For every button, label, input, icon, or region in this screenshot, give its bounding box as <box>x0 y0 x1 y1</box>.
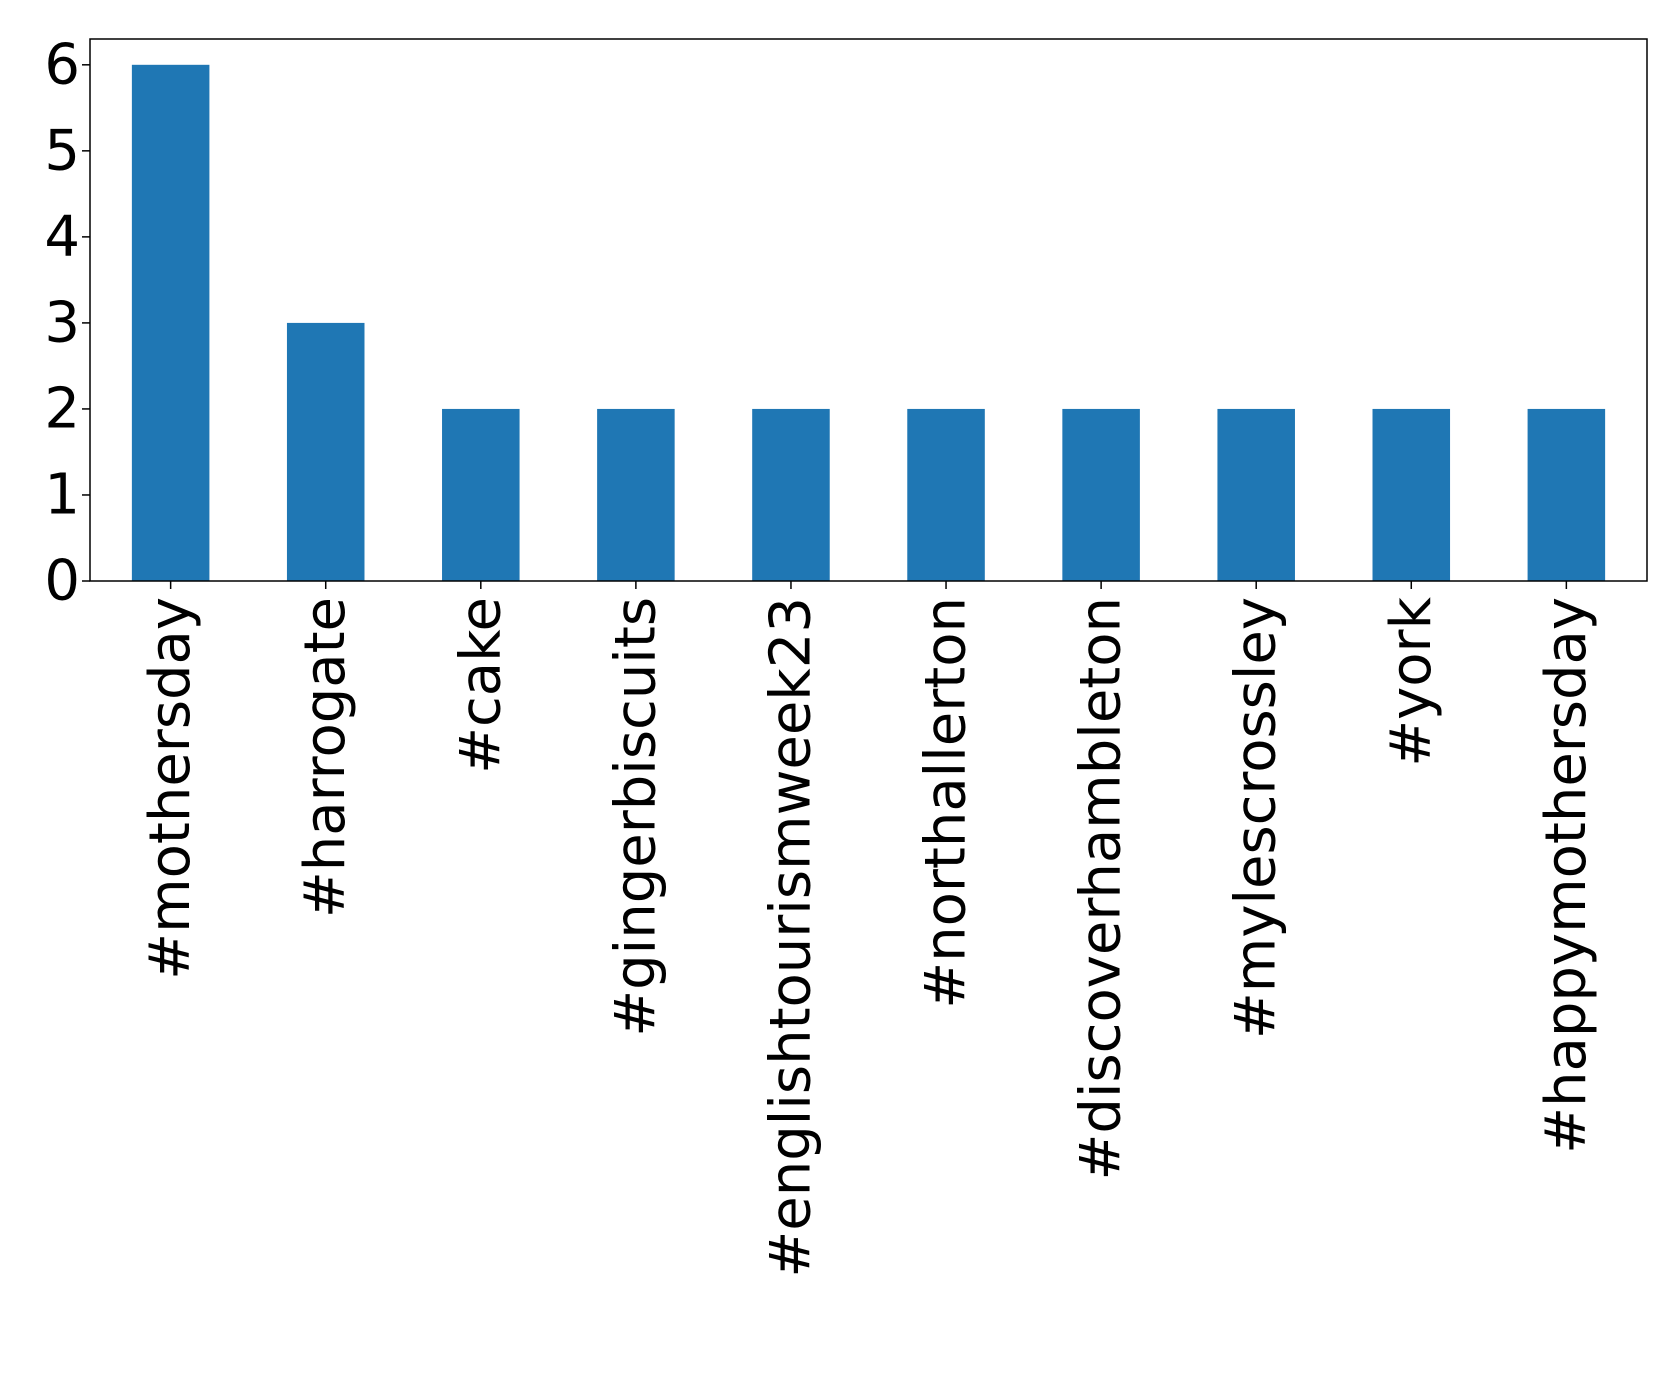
bar-mothersday <box>131 64 210 582</box>
x-tick-label: #mothersday <box>138 597 203 980</box>
y-tick-label: 1 <box>44 462 80 527</box>
x-tick-label: #york <box>1379 596 1444 766</box>
x-tick-label: #northallerton <box>914 597 979 1009</box>
x-tick-label: #englishtourismweek23 <box>758 597 823 1278</box>
y-tick-label: 2 <box>44 376 80 441</box>
bar-cake <box>442 408 520 581</box>
y-tick-label: 5 <box>44 118 80 183</box>
y-axis: 0 1 2 3 4 5 6 <box>44 32 90 614</box>
bar-harrogate <box>286 322 365 581</box>
bars-group <box>131 64 1606 582</box>
bar-discoverhambleton <box>1062 408 1140 581</box>
bar-northallerton <box>907 408 985 581</box>
bar-gingerbiscuits <box>597 408 675 581</box>
x-tick-label: #gingerbiscuits <box>603 597 668 1037</box>
bar-englishtourismweek23 <box>752 408 830 581</box>
x-tick-label: #happymothersday <box>1534 597 1599 1154</box>
y-tick-label: 4 <box>44 204 80 269</box>
y-tick-label: 3 <box>44 290 80 355</box>
x-axis: #mothersday #harrogate #cake #gingerbiscuit… <box>138 581 1599 1278</box>
x-tick-label: #mylescrossley <box>1224 597 1289 1039</box>
plot-frame <box>89 38 1648 582</box>
x-tick-label: #harrogate <box>293 597 358 918</box>
y-tick-label: 6 <box>44 32 80 97</box>
x-tick-label: #discoverhambleton <box>1069 597 1134 1181</box>
y-tick-label: 0 <box>44 549 80 614</box>
bar-mylescrossley <box>1217 408 1295 581</box>
x-tick-label: #cake <box>448 597 513 774</box>
bar-york <box>1372 408 1451 581</box>
bar-happymothersday <box>1527 408 1606 581</box>
